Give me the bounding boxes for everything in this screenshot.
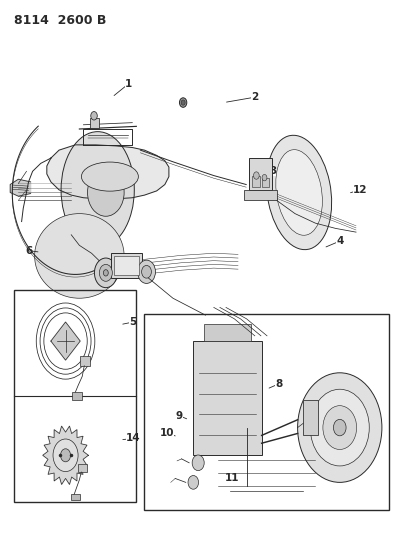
Polygon shape bbox=[51, 322, 80, 360]
Text: 10: 10 bbox=[159, 428, 174, 438]
Text: 7: 7 bbox=[346, 405, 353, 415]
Circle shape bbox=[88, 168, 124, 216]
Circle shape bbox=[298, 373, 382, 482]
Circle shape bbox=[99, 264, 112, 281]
Ellipse shape bbox=[276, 150, 322, 235]
Text: 13: 13 bbox=[294, 157, 308, 167]
Circle shape bbox=[60, 449, 71, 462]
Circle shape bbox=[181, 100, 185, 105]
Text: 14: 14 bbox=[126, 433, 141, 443]
Bar bbox=[249, 158, 272, 190]
Bar bbox=[14, 290, 136, 502]
Bar bbox=[303, 400, 318, 435]
Circle shape bbox=[138, 260, 155, 284]
Circle shape bbox=[254, 172, 259, 179]
Text: 5: 5 bbox=[129, 317, 137, 327]
Circle shape bbox=[192, 455, 204, 471]
Bar bbox=[145, 314, 388, 510]
Text: 3: 3 bbox=[269, 166, 276, 176]
Text: 9: 9 bbox=[175, 410, 182, 421]
Text: 2: 2 bbox=[251, 92, 258, 102]
Circle shape bbox=[104, 270, 108, 276]
Bar bbox=[78, 464, 87, 472]
Text: 12: 12 bbox=[353, 185, 367, 195]
Polygon shape bbox=[10, 179, 30, 196]
Bar bbox=[72, 392, 82, 400]
Circle shape bbox=[310, 389, 369, 466]
Polygon shape bbox=[43, 426, 88, 484]
Circle shape bbox=[333, 419, 346, 436]
Bar bbox=[262, 177, 269, 187]
Bar bbox=[244, 190, 277, 200]
Bar bbox=[71, 494, 80, 500]
Circle shape bbox=[95, 258, 117, 288]
Polygon shape bbox=[47, 145, 169, 199]
Text: 6: 6 bbox=[25, 246, 32, 256]
Bar bbox=[203, 325, 252, 342]
Ellipse shape bbox=[81, 162, 139, 191]
Bar bbox=[80, 356, 90, 366]
Bar bbox=[111, 253, 142, 278]
Text: 8114  2600 B: 8114 2600 B bbox=[14, 14, 107, 27]
Text: 4: 4 bbox=[336, 236, 344, 246]
Circle shape bbox=[53, 439, 78, 472]
Circle shape bbox=[180, 98, 187, 107]
Text: 8: 8 bbox=[275, 379, 282, 389]
Ellipse shape bbox=[61, 132, 134, 248]
Bar bbox=[193, 342, 262, 455]
Ellipse shape bbox=[266, 135, 332, 249]
Text: 1: 1 bbox=[125, 79, 132, 89]
Circle shape bbox=[262, 174, 267, 181]
Circle shape bbox=[188, 475, 199, 489]
Circle shape bbox=[323, 406, 357, 449]
Bar bbox=[252, 175, 260, 187]
Text: 11: 11 bbox=[225, 473, 239, 483]
Ellipse shape bbox=[35, 214, 124, 298]
Circle shape bbox=[91, 111, 97, 120]
Bar bbox=[113, 256, 139, 276]
Bar bbox=[90, 118, 99, 128]
Circle shape bbox=[142, 265, 151, 278]
